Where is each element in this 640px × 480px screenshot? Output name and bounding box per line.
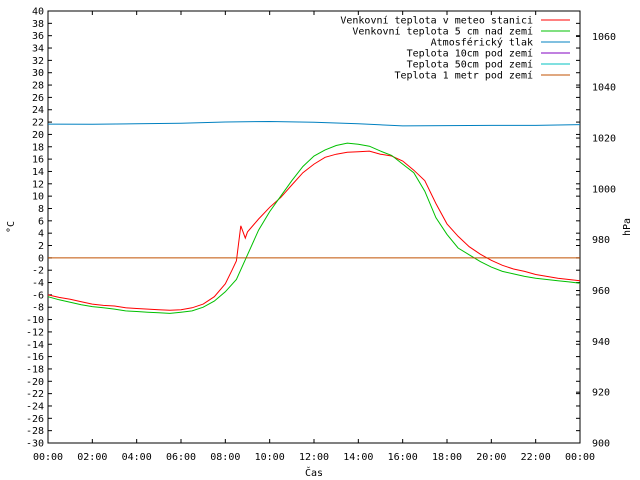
y-tick-label: 10 xyxy=(32,192,44,203)
y-tick-label: -6 xyxy=(32,290,44,301)
y2-tick-label: 1060 xyxy=(592,32,616,43)
x-tick-label: 16:00 xyxy=(388,452,418,463)
y2-tick-label: 960 xyxy=(592,286,610,297)
y-tick-label: -8 xyxy=(32,303,44,314)
legend-label-1: Venkovní teplota v meteo stanici xyxy=(340,15,533,27)
x-axis-title: Čas xyxy=(305,466,323,479)
legend-label-3: Atmosférický tlak xyxy=(431,37,533,49)
y2-tick-label: 1000 xyxy=(592,184,616,195)
y-tick-label: 26 xyxy=(32,93,44,104)
y2-tick-label: 940 xyxy=(592,337,610,348)
y2-tick-label: 980 xyxy=(592,235,610,246)
series-layer xyxy=(47,120,581,314)
y-tick-label: 28 xyxy=(32,81,44,92)
x-tick-label: 18:00 xyxy=(432,452,462,463)
x-tick-label: 02:00 xyxy=(77,452,107,463)
y-tick-label: 40 xyxy=(32,7,44,18)
x-tick-label: 14:00 xyxy=(343,452,373,463)
ticks-layer: 4038363432302826242220181614121086420-2-… xyxy=(26,7,616,464)
y-tick-label: 32 xyxy=(32,56,44,67)
y2-tick-label: 920 xyxy=(592,388,610,399)
x-tick-label: 20:00 xyxy=(476,452,506,463)
y-tick-label: -20 xyxy=(26,377,44,388)
legend-label-6: Teplota 1 metr pod zemí xyxy=(395,70,533,82)
legend-label-5: Teplota 50cm pod zemí xyxy=(407,59,533,71)
y-tick-label: 20 xyxy=(32,130,44,141)
y-tick-label: 2 xyxy=(38,241,44,252)
y-tick-label: 30 xyxy=(32,68,44,79)
y-tick-label: 6 xyxy=(38,216,44,227)
y-tick-label: 14 xyxy=(32,167,44,178)
y-tick-label: 38 xyxy=(32,19,44,30)
x-tick-label: 00:00 xyxy=(565,452,595,463)
legend-label-2: Venkovní teplota 5 cm nad zemí xyxy=(352,26,533,38)
y-tick-label: 0 xyxy=(38,253,44,264)
x-tick-label: 12:00 xyxy=(299,452,329,463)
y2-tick-label: 1020 xyxy=(592,134,616,145)
y2-axis-title: hPa xyxy=(622,218,633,236)
y-tick-label: 18 xyxy=(32,142,44,153)
series-line-1 xyxy=(47,150,581,311)
y-tick-label: -22 xyxy=(26,389,44,400)
y-tick-label: 34 xyxy=(32,44,44,55)
y-tick-label: 22 xyxy=(32,118,44,129)
y-tick-label: 8 xyxy=(38,204,44,215)
legend-label-4: Teplota 10cm pod zemí xyxy=(407,48,533,60)
x-tick-label: 04:00 xyxy=(122,452,152,463)
y-tick-label: 16 xyxy=(32,155,44,166)
legend: Venkovní teplota v meteo staniciVenkovní… xyxy=(340,15,570,82)
x-tick-label: 10:00 xyxy=(255,452,285,463)
x-tick-label: 22:00 xyxy=(521,452,551,463)
y-axis-title: °C xyxy=(6,221,17,233)
x-tick-label: 08:00 xyxy=(210,452,240,463)
series-line-3 xyxy=(47,120,581,127)
y-tick-label: -10 xyxy=(26,315,44,326)
y-tick-label: -30 xyxy=(26,439,44,450)
y-tick-label: -14 xyxy=(26,340,44,351)
y-tick-label: 4 xyxy=(38,229,44,240)
y-tick-label: -26 xyxy=(26,414,44,425)
y-tick-label: 12 xyxy=(32,179,44,190)
y2-tick-label: 900 xyxy=(592,439,610,450)
y-tick-label: 24 xyxy=(32,105,44,116)
series-line-2 xyxy=(47,142,581,314)
y-tick-label: -16 xyxy=(26,352,44,363)
y-tick-label: 36 xyxy=(32,31,44,42)
x-tick-label: 06:00 xyxy=(166,452,196,463)
y2-tick-label: 1040 xyxy=(592,83,616,94)
y-tick-label: -28 xyxy=(26,426,44,437)
x-tick-label: 00:00 xyxy=(33,452,63,463)
y-tick-label: -24 xyxy=(26,401,44,412)
y-tick-label: -18 xyxy=(26,364,44,375)
y-tick-label: -12 xyxy=(26,327,44,338)
y-tick-label: -4 xyxy=(32,278,44,289)
y-tick-label: -2 xyxy=(32,266,44,277)
